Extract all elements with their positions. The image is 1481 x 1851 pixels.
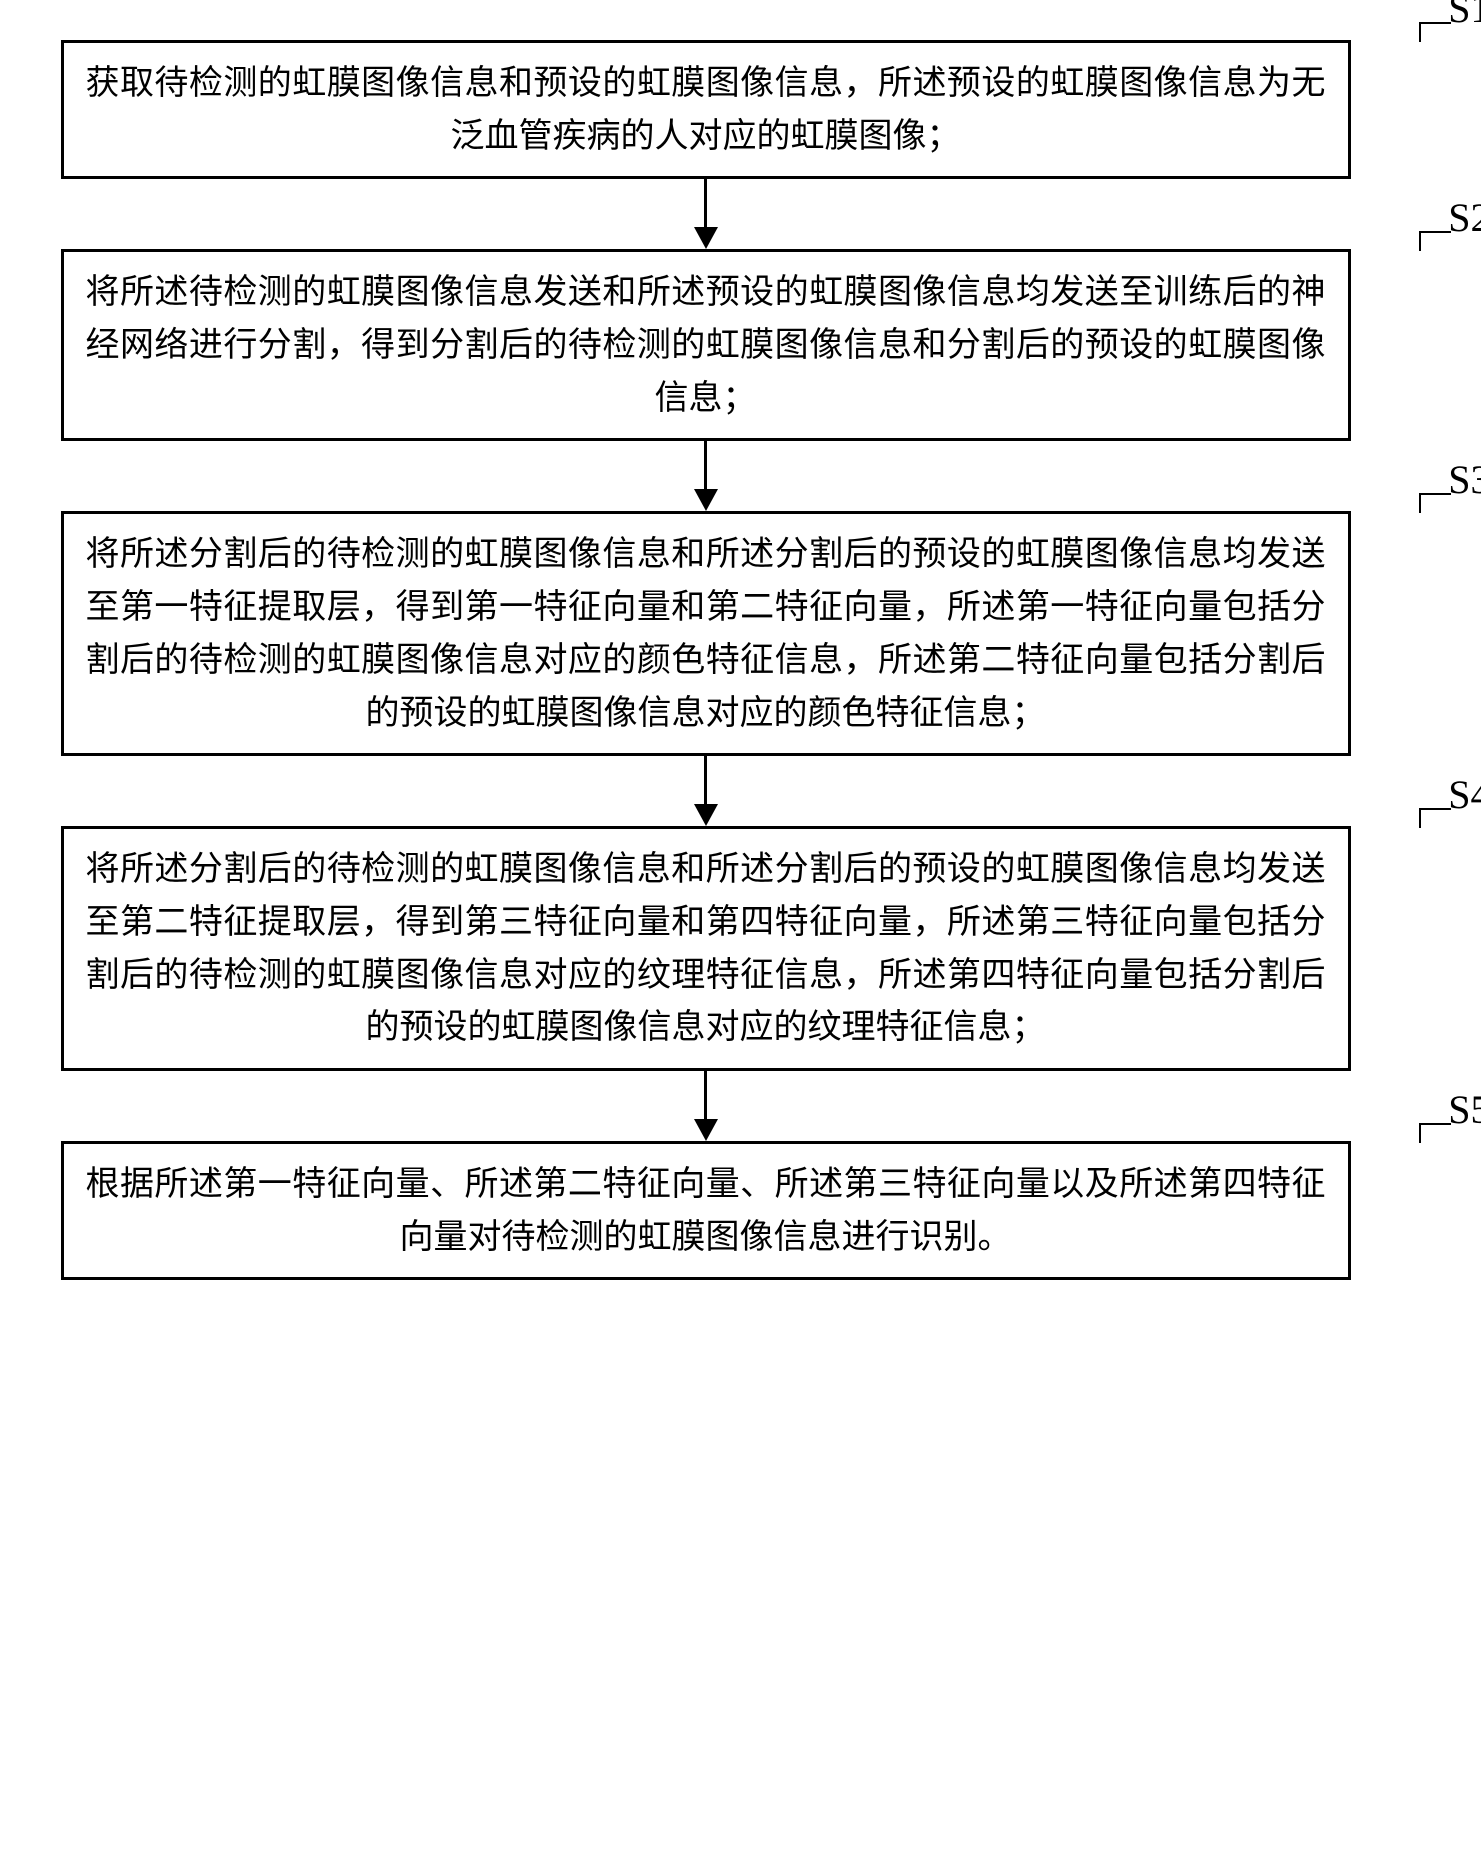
step-box-s2: 将所述待检测的虹膜图像信息发送和所述预设的虹膜图像信息均发送至训练后的神经网络进… bbox=[61, 249, 1351, 441]
step-box-s4: 将所述分割后的待检测的虹膜图像信息和所述分割后的预设的虹膜图像信息均发送至第二特… bbox=[61, 826, 1351, 1071]
arrow-line bbox=[704, 441, 707, 493]
arrow-head bbox=[694, 227, 718, 249]
callout-line-s5 bbox=[1419, 1123, 1421, 1143]
step-s5-wrap: S5 根据所述第一特征向量、所述第二特征向量、所述第三特征向量以及所述第四特征向… bbox=[41, 1141, 1441, 1280]
step-box-s1: 获取待检测的虹膜图像信息和预设的虹膜图像信息，所述预设的虹膜图像信息为无泛血管疾… bbox=[61, 40, 1351, 179]
arrow-s2-s3 bbox=[61, 441, 1351, 511]
step-box-s3: 将所述分割后的待检测的虹膜图像信息和所述分割后的预设的虹膜图像信息均发送至第一特… bbox=[61, 511, 1351, 756]
flowchart-container: S1 获取待检测的虹膜图像信息和预设的虹膜图像信息，所述预设的虹膜图像信息为无泛… bbox=[41, 40, 1441, 1280]
step-label-s2: S2 bbox=[1448, 194, 1481, 241]
step-box-s5: 根据所述第一特征向量、所述第二特征向量、所述第三特征向量以及所述第四特征向量对待… bbox=[61, 1141, 1351, 1280]
step-label-s4: S4 bbox=[1448, 771, 1481, 818]
callout-hline-s1 bbox=[1419, 22, 1451, 24]
arrow-s1-s2 bbox=[61, 179, 1351, 249]
step-s3-wrap: S3 将所述分割后的待检测的虹膜图像信息和所述分割后的预设的虹膜图像信息均发送至… bbox=[41, 511, 1441, 756]
callout-hline-s5 bbox=[1419, 1123, 1451, 1125]
callout-line-s4 bbox=[1419, 808, 1421, 828]
step-label-s3: S3 bbox=[1448, 456, 1481, 503]
callout-hline-s2 bbox=[1419, 231, 1451, 233]
arrow-line bbox=[704, 756, 707, 808]
arrow-head bbox=[694, 804, 718, 826]
callout-line-s3 bbox=[1419, 493, 1421, 513]
arrow-s3-s4 bbox=[61, 756, 1351, 826]
step-label-s1: S1 bbox=[1448, 0, 1481, 32]
callout-hline-s3 bbox=[1419, 493, 1451, 495]
step-label-s5: S5 bbox=[1448, 1086, 1481, 1133]
step-s2-wrap: S2 将所述待检测的虹膜图像信息发送和所述预设的虹膜图像信息均发送至训练后的神经… bbox=[41, 249, 1441, 441]
arrow-line bbox=[704, 1071, 707, 1123]
arrow-head bbox=[694, 489, 718, 511]
arrow-s4-s5 bbox=[61, 1071, 1351, 1141]
callout-hline-s4 bbox=[1419, 808, 1451, 810]
arrow-line bbox=[704, 179, 707, 231]
callout-line-s2 bbox=[1419, 231, 1421, 251]
callout-line-s1 bbox=[1419, 22, 1421, 42]
step-s1-wrap: S1 获取待检测的虹膜图像信息和预设的虹膜图像信息，所述预设的虹膜图像信息为无泛… bbox=[41, 40, 1441, 179]
step-s4-wrap: S4 将所述分割后的待检测的虹膜图像信息和所述分割后的预设的虹膜图像信息均发送至… bbox=[41, 826, 1441, 1071]
arrow-head bbox=[694, 1119, 718, 1141]
